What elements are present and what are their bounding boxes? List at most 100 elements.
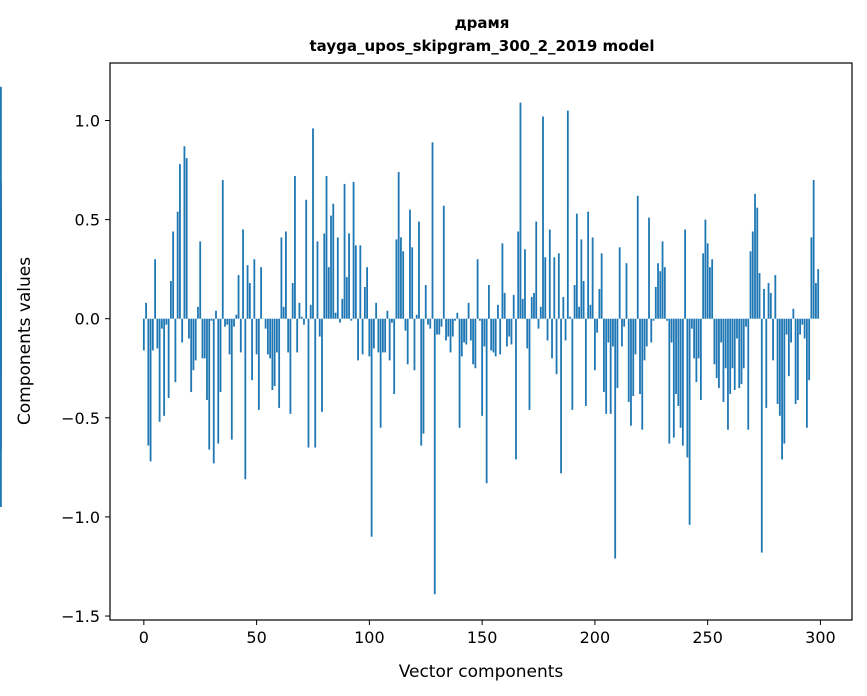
bar	[237, 275, 240, 319]
bar	[727, 318, 729, 430]
bar	[201, 318, 204, 359]
bar	[167, 318, 170, 398]
bar	[772, 318, 774, 361]
bar	[0, 86, 2, 319]
bar	[625, 263, 628, 319]
bar	[447, 318, 450, 337]
bar	[145, 302, 147, 319]
bar	[530, 296, 533, 319]
bar	[176, 211, 179, 319]
bar	[709, 267, 711, 319]
bar	[472, 318, 474, 365]
bar	[248, 283, 251, 319]
bar	[684, 229, 686, 319]
bar	[668, 318, 671, 444]
bar	[648, 217, 650, 319]
bar	[368, 318, 371, 357]
bar	[652, 318, 655, 321]
bar	[758, 273, 761, 319]
bar	[269, 318, 272, 359]
x-tick-label: 200	[580, 628, 611, 647]
bar	[636, 195, 639, 319]
bar	[722, 318, 725, 402]
bar	[778, 318, 781, 416]
bar	[438, 318, 441, 335]
bar	[483, 318, 486, 347]
bar	[149, 318, 152, 462]
bar	[359, 245, 362, 319]
bar	[794, 318, 797, 404]
bar	[291, 283, 294, 319]
x-tick-label: 50	[246, 628, 266, 647]
bar	[796, 318, 799, 400]
bar	[686, 318, 689, 458]
bar	[492, 318, 495, 353]
bar	[354, 245, 357, 319]
bar	[808, 318, 811, 381]
bar	[803, 318, 806, 339]
bar	[316, 241, 319, 319]
bar	[375, 302, 378, 319]
bar	[296, 318, 299, 353]
bar	[526, 318, 529, 349]
bar	[406, 318, 409, 365]
bar	[670, 318, 673, 343]
bar	[657, 263, 659, 319]
bar	[330, 215, 332, 319]
bar	[474, 318, 477, 369]
bar	[318, 318, 321, 337]
bar	[203, 318, 206, 359]
x-tick-label: 100	[354, 628, 385, 647]
bar	[257, 318, 260, 410]
bar	[208, 318, 211, 450]
bar	[206, 318, 208, 400]
bar	[372, 318, 375, 349]
bar	[749, 251, 752, 319]
bar	[183, 146, 186, 319]
bar	[578, 306, 580, 319]
bar	[641, 318, 644, 430]
bar	[544, 257, 547, 319]
bar	[654, 286, 657, 319]
bar	[431, 142, 434, 319]
bar	[294, 175, 296, 319]
bar	[163, 318, 166, 416]
bar	[334, 312, 337, 319]
bar	[587, 211, 590, 319]
bar	[343, 183, 346, 319]
bar	[747, 318, 750, 430]
bar	[485, 318, 488, 484]
bar	[321, 318, 323, 412]
bar	[546, 318, 549, 341]
bar	[754, 193, 756, 319]
bar	[436, 318, 438, 335]
bar	[487, 285, 490, 319]
bar	[598, 288, 601, 319]
y-tick-label: 0.5	[75, 211, 100, 230]
bar	[805, 318, 808, 428]
bar	[309, 304, 312, 319]
bar	[442, 205, 445, 319]
bar	[456, 312, 459, 319]
bar	[445, 318, 447, 341]
bar	[787, 318, 790, 377]
bar	[467, 302, 470, 319]
y-axis-ticks: −1.5 −1.0 −0.5 0.0 0.5 1.0	[61, 111, 110, 626]
bar	[298, 302, 301, 319]
bar	[593, 318, 596, 371]
plot-frame	[109, 62, 853, 621]
bar	[612, 318, 614, 347]
bar	[528, 318, 531, 410]
bar	[718, 318, 720, 389]
bar	[424, 285, 427, 319]
bar	[381, 318, 384, 353]
bar	[199, 241, 202, 319]
bar	[188, 318, 190, 339]
y-tick-label: −1.5	[61, 607, 100, 626]
bar	[614, 318, 617, 559]
bar	[422, 318, 425, 434]
bar	[632, 318, 635, 397]
bar	[233, 318, 235, 327]
bar	[388, 318, 391, 361]
